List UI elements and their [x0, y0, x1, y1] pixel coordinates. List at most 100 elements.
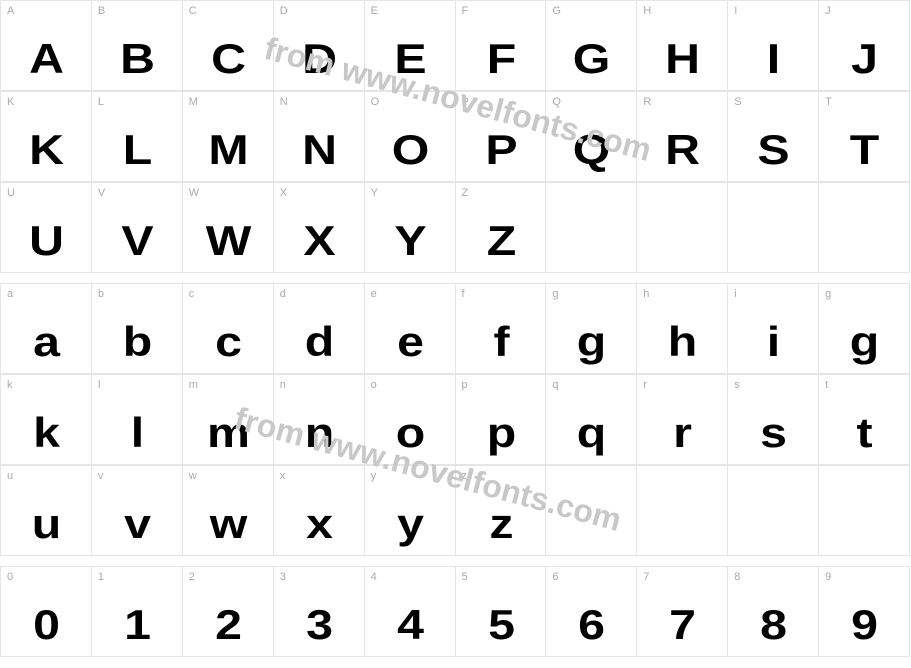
glyph-display: H [637, 38, 727, 80]
glyph-display: m [183, 412, 273, 454]
glyph-label: 9 [825, 571, 903, 583]
glyph-cell: yy [365, 465, 456, 556]
glyph-cell: 99 [819, 566, 910, 657]
glyph-label: r [643, 379, 721, 391]
glyph-label: 0 [7, 571, 85, 583]
glyph-cell [637, 182, 728, 273]
glyph-cell: 88 [728, 566, 819, 657]
glyph-cell [819, 182, 910, 273]
glyph-cell: RR [637, 91, 728, 182]
glyph-cell: QQ [546, 91, 637, 182]
glyph-label: 3 [280, 571, 358, 583]
glyph-label: A [7, 5, 85, 17]
glyph-cell: AA [1, 0, 92, 91]
glyph-cell: rr [637, 374, 728, 465]
glyph-label: X [280, 187, 358, 199]
glyph-display: r [637, 412, 727, 454]
glyph-label: 5 [462, 571, 540, 583]
glyph-cell: 44 [365, 566, 456, 657]
glyph-display: g [819, 321, 909, 363]
glyph-cell: kk [1, 374, 92, 465]
glyph-label: i [734, 288, 812, 300]
glyph-display: i [728, 321, 818, 363]
glyph-label: K [7, 96, 85, 108]
glyph-label: P [462, 96, 540, 108]
glyph-label: t [825, 379, 903, 391]
glyph-cell: UU [1, 182, 92, 273]
glyph-cell: cc [183, 283, 274, 374]
glyph-display: F [456, 38, 546, 80]
glyph-display: T [819, 129, 909, 171]
glyph-cell: zz [456, 465, 547, 556]
glyph-display: k [1, 412, 91, 454]
glyph-display: l [92, 412, 182, 454]
glyph-display: M [183, 129, 273, 171]
glyph-cell: oo [365, 374, 456, 465]
glyph-cell: 33 [274, 566, 365, 657]
glyph-label: R [643, 96, 721, 108]
glyph-display: U [1, 220, 91, 262]
section-digits: 00112233445566778899 [0, 566, 910, 657]
glyph-display: 3 [274, 604, 364, 646]
glyph-cell: 77 [637, 566, 728, 657]
glyph-cell: ss [728, 374, 819, 465]
glyph-label: 6 [552, 571, 630, 583]
glyph-display: L [92, 129, 182, 171]
glyph-display: O [365, 129, 455, 171]
glyph-label: b [98, 288, 176, 300]
glyph-cell: LL [92, 91, 183, 182]
glyph-display: 5 [456, 604, 546, 646]
glyph-cell: 11 [92, 566, 183, 657]
glyph-label: a [7, 288, 85, 300]
glyph-cell: mm [183, 374, 274, 465]
glyph-label: U [7, 187, 85, 199]
glyph-label: z [462, 470, 540, 482]
glyph-label: C [189, 5, 267, 17]
glyph-cell: nn [274, 374, 365, 465]
glyph-display: z [456, 503, 546, 545]
glyph-display: 4 [365, 604, 455, 646]
glyph-display: 9 [819, 604, 909, 646]
glyph-label: 1 [98, 571, 176, 583]
glyph-display: f [456, 321, 546, 363]
glyph-label: y [371, 470, 449, 482]
glyph-label: I [734, 5, 812, 17]
glyph-label: F [462, 5, 540, 17]
glyph-cell: DD [274, 0, 365, 91]
glyph-label: l [98, 379, 176, 391]
glyph-display: A [1, 38, 91, 80]
glyph-cell: bb [92, 283, 183, 374]
glyph-display: 2 [183, 604, 273, 646]
glyph-display: o [365, 412, 455, 454]
glyph-display: 8 [728, 604, 818, 646]
glyph-cell [546, 465, 637, 556]
glyph-display: D [274, 38, 364, 80]
glyph-label: s [734, 379, 812, 391]
glyph-label: o [371, 379, 449, 391]
glyph-display: s [728, 412, 818, 454]
glyph-cell: gg [819, 283, 910, 374]
glyph-cell: YY [365, 182, 456, 273]
glyph-cell: CC [183, 0, 274, 91]
grid-sections: AABBCCDDEEFFGGHHIIJJKKLLMMNNOOPPQQRRSSTT… [0, 0, 911, 657]
glyph-label: u [7, 470, 85, 482]
glyph-cell: 00 [1, 566, 92, 657]
glyph-cell: VV [92, 182, 183, 273]
glyph-display: v [92, 503, 182, 545]
glyph-label: H [643, 5, 721, 17]
glyph-display: R [637, 129, 727, 171]
font-character-map: AABBCCDDEEFFGGHHIIJJKKLLMMNNOOPPQQRRSSTT… [0, 0, 911, 668]
glyph-label: L [98, 96, 176, 108]
glyph-cell: TT [819, 91, 910, 182]
glyph-label: J [825, 5, 903, 17]
glyph-display: W [183, 220, 273, 262]
glyph-cell: OO [365, 91, 456, 182]
glyph-label: Z [462, 187, 540, 199]
glyph-label: W [189, 187, 267, 199]
glyph-label: w [189, 470, 267, 482]
glyph-display: I [728, 38, 818, 80]
glyph-cell: gg [546, 283, 637, 374]
glyph-display: V [92, 220, 182, 262]
glyph-cell: KK [1, 91, 92, 182]
glyph-display: x [274, 503, 364, 545]
